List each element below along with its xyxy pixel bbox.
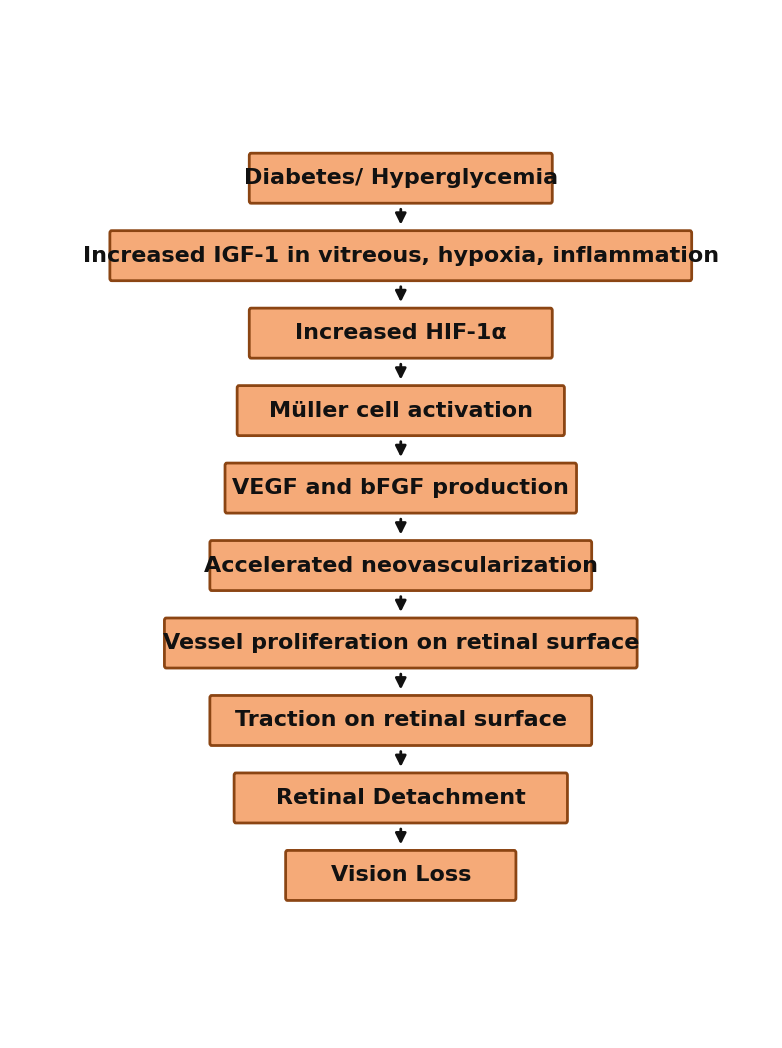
- Text: Müller cell activation: Müller cell activation: [269, 400, 533, 420]
- FancyBboxPatch shape: [249, 308, 552, 358]
- Text: Retinal Detachment: Retinal Detachment: [276, 788, 526, 808]
- FancyBboxPatch shape: [234, 773, 568, 823]
- Text: Increased HIF-1α: Increased HIF-1α: [295, 323, 507, 343]
- Text: Vision Loss: Vision Loss: [331, 866, 471, 886]
- FancyBboxPatch shape: [225, 463, 576, 514]
- Text: Vessel proliferation on retinal surface: Vessel proliferation on retinal surface: [163, 633, 639, 653]
- FancyBboxPatch shape: [237, 386, 565, 436]
- Text: Accelerated neovascularization: Accelerated neovascularization: [204, 555, 597, 575]
- FancyBboxPatch shape: [210, 541, 592, 591]
- Text: VEGF and bFGF production: VEGF and bFGF production: [232, 478, 569, 498]
- FancyBboxPatch shape: [285, 850, 516, 900]
- Text: Traction on retinal surface: Traction on retinal surface: [235, 711, 567, 730]
- FancyBboxPatch shape: [249, 153, 552, 203]
- Text: Diabetes/ Hyperglycemia: Diabetes/ Hyperglycemia: [244, 169, 558, 189]
- Text: Increased IGF-1 in vitreous, hypoxia, inflammation: Increased IGF-1 in vitreous, hypoxia, in…: [83, 245, 719, 266]
- FancyBboxPatch shape: [210, 696, 592, 745]
- FancyBboxPatch shape: [164, 618, 637, 668]
- FancyBboxPatch shape: [109, 231, 692, 281]
